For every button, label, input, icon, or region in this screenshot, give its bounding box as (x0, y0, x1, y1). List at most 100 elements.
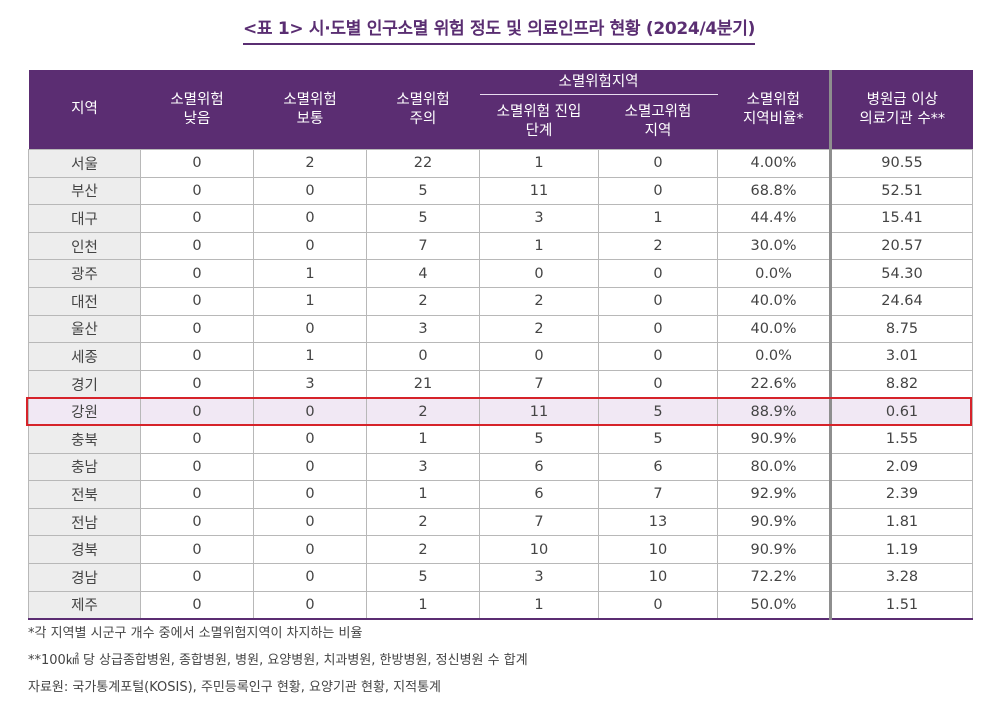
cell-hosp: 54.30 (829, 259, 974, 288)
cell-caution: 7 (366, 231, 480, 261)
table-row: 울산 0 0 3 2 0 40.0% 8.75 (28, 314, 974, 344)
table-row: 인천 0 0 7 1 2 30.0% 20.57 (28, 231, 974, 261)
cell-low: 0 (140, 314, 254, 344)
table-caption: <표 1> 시·도별 인구소멸 위험 정도 및 의료인프라 현황 (2024/4… (0, 14, 998, 45)
cell-high: 0 (597, 149, 719, 178)
cell-hosp: 1.55 (829, 424, 974, 454)
table-row: 경기 0 3 21 7 0 22.6% 8.82 (28, 369, 974, 399)
cell-low: 0 (140, 590, 254, 621)
cell-high: 10 (597, 535, 719, 564)
header-hospitals: 병원급 이상 의료기관 수** (829, 70, 973, 150)
header-caution: 소멸위험 주의 (366, 70, 480, 150)
table-row: 강원 0 0 2 11 5 88.9% 0.61 (28, 397, 974, 426)
table-row: 전남 0 0 2 7 13 90.9% 1.81 (28, 507, 974, 537)
cell-hosp: 3.01 (829, 342, 974, 371)
cell-entry: 10 (479, 535, 599, 564)
cell-entry: 3 (479, 562, 599, 592)
cell-ratio: 44.4% (717, 204, 832, 233)
cell-low: 0 (140, 507, 254, 537)
cell-normal: 0 (253, 231, 367, 261)
cell-high: 0 (597, 369, 719, 399)
cell-ratio: 88.9% (717, 397, 832, 426)
cell-entry: 2 (479, 286, 599, 316)
table-row: 서울 0 2 22 1 0 4.00% 90.55 (28, 149, 974, 178)
cell-caution: 2 (366, 397, 480, 426)
cell-ratio: 68.8% (717, 176, 832, 206)
cell-normal: 3 (253, 369, 367, 399)
cell-high: 0 (597, 259, 719, 288)
header-normal: 소멸위험 보통 (253, 70, 367, 150)
cell-normal: 0 (253, 397, 367, 426)
cell-caution: 22 (366, 149, 480, 178)
cell-caution: 1 (366, 480, 480, 509)
cell-low: 0 (140, 397, 254, 426)
cell-ratio: 40.0% (717, 314, 832, 344)
cell-entry: 5 (479, 424, 599, 454)
cell-hosp: 90.55 (829, 149, 974, 178)
cell-ratio: 4.00% (717, 149, 832, 178)
cell-caution: 4 (366, 259, 480, 288)
cell-caution: 21 (366, 369, 480, 399)
cell-region: 경북 (28, 535, 141, 564)
cell-normal: 1 (253, 259, 367, 288)
cell-ratio: 22.6% (717, 369, 832, 399)
cell-entry: 11 (479, 176, 599, 206)
cell-entry: 0 (479, 259, 599, 288)
cell-high: 13 (597, 507, 719, 537)
cell-entry: 1 (479, 231, 599, 261)
header-entry: 소멸위험 진입 단계 (479, 94, 599, 150)
table-row: 제주 0 0 1 1 0 50.0% 1.51 (28, 590, 974, 621)
cell-low: 0 (140, 259, 254, 288)
cell-high: 6 (597, 452, 719, 482)
cell-caution: 2 (366, 286, 480, 316)
cell-hosp: 1.51 (829, 590, 974, 621)
cell-high: 0 (597, 342, 719, 371)
cell-ratio: 0.0% (717, 342, 832, 371)
cell-low: 0 (140, 369, 254, 399)
cell-normal: 1 (253, 342, 367, 371)
cell-entry: 0 (479, 342, 599, 371)
cell-low: 0 (140, 452, 254, 482)
table-row: 충북 0 0 1 5 5 90.9% 1.55 (28, 424, 974, 454)
table-row: 경남 0 0 5 3 10 72.2% 3.28 (28, 562, 974, 592)
cell-hosp: 2.39 (829, 480, 974, 509)
cell-ratio: 80.0% (717, 452, 832, 482)
table-row: 세종 0 1 0 0 0 0.0% 3.01 (28, 342, 974, 371)
cell-entry: 11 (479, 397, 599, 426)
cell-region: 전북 (28, 480, 141, 509)
cell-caution: 5 (366, 204, 480, 233)
cell-high: 10 (597, 562, 719, 592)
cell-region: 경남 (28, 562, 141, 592)
cell-caution: 2 (366, 507, 480, 537)
cell-entry: 7 (479, 369, 599, 399)
cell-caution: 1 (366, 590, 480, 621)
cell-caution: 5 (366, 562, 480, 592)
header-high: 소멸고위험 지역 (598, 94, 718, 150)
cell-normal: 0 (253, 424, 367, 454)
table-body: 서울 0 2 22 1 0 4.00% 90.55 부산 0 0 5 11 0 68.8% 52.51 대구 0 0… (28, 149, 974, 621)
cell-high: 5 (597, 424, 719, 454)
cell-ratio: 40.0% (717, 286, 832, 316)
cell-high: 2 (597, 231, 719, 261)
footnote-hospitals: **100㎢ 당 상급종합병원, 종합병원, 병원, 요양병원, 치과병원, 한… (28, 653, 528, 668)
cell-caution: 1 (366, 424, 480, 454)
cell-caution: 0 (366, 342, 480, 371)
header-extinction-group: 소멸위험지역 (479, 70, 718, 95)
cell-ratio: 90.9% (717, 535, 832, 564)
cell-normal: 0 (253, 204, 367, 233)
table-row: 대구 0 0 5 3 1 44.4% 15.41 (28, 204, 974, 233)
cell-hosp: 8.82 (829, 369, 974, 399)
cell-caution: 5 (366, 176, 480, 206)
cell-region: 세종 (28, 342, 141, 371)
cell-normal: 0 (253, 535, 367, 564)
cell-normal: 0 (253, 480, 367, 509)
header-region: 지역 (28, 70, 141, 150)
footnote-source: 자료원: 국가통계포털(KOSIS), 주민등록인구 현황, 요양기관 현황, … (28, 680, 442, 695)
cell-normal: 0 (253, 590, 367, 621)
cell-low: 0 (140, 535, 254, 564)
cell-region: 부산 (28, 176, 141, 206)
cell-high: 7 (597, 480, 719, 509)
cell-ratio: 92.9% (717, 480, 832, 509)
table-row: 대전 0 1 2 2 0 40.0% 24.64 (28, 286, 974, 316)
cell-low: 0 (140, 286, 254, 316)
